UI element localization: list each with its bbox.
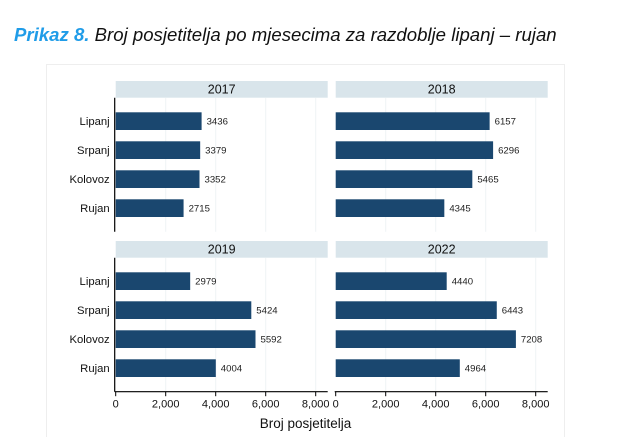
bar [335,301,497,319]
category-label: Lipanj [80,116,110,128]
data-label: 4345 [449,204,470,215]
data-label: 3352 [205,175,226,186]
panel-title: 2018 [428,83,456,97]
x-tick-label: 6,000 [472,399,500,411]
panel-header [335,81,548,98]
data-label: 6443 [502,306,523,317]
panel-2018: 2018 6157 6296 5465 4345 [335,81,548,232]
bar [335,359,460,377]
figure-label: Prikaz 8. [14,24,90,45]
x-tick-label: 4,000 [422,399,450,411]
x-tick-label: 8,000 [522,399,550,411]
data-label: 3436 [207,117,228,128]
bar [115,199,184,217]
bar [115,272,191,290]
bar [335,330,516,348]
panel-title: 2022 [428,243,456,257]
data-label: 4440 [452,277,473,288]
bar [115,170,200,188]
bar [115,141,201,159]
x-tick-label: 0 [113,399,119,411]
x-tick-label: 8,000 [302,399,330,411]
bar [335,170,473,188]
bar [115,359,216,377]
panel-title: 2017 [208,83,236,97]
panel-2017: 2017 3436 Lipanj 3379 Srpanj 3352 Kolovoz 2715 R… [69,81,328,232]
x-tick-label: 2,000 [372,399,400,411]
x-tick-label: 2,000 [152,399,180,411]
data-label: 5465 [477,175,498,186]
data-label: 2979 [195,277,216,288]
data-label: 7208 [521,335,542,346]
x-tick-label: 0 [333,399,339,411]
bar [115,301,252,319]
category-label: Kolovoz [69,334,110,346]
category-label: Rujan [80,203,110,215]
panel-2022: 2022 4440 6443 7208 4964 0 2,000 4,000 6,000 8,00… [333,241,550,411]
title-text: Broj posjetitelja po mjesecima za razdob… [94,24,557,45]
data-label: 5424 [256,306,278,317]
data-label: 6157 [495,117,516,128]
category-label: Lipanj [80,276,110,288]
data-label: 4004 [221,364,243,375]
data-label: 3379 [205,146,226,157]
data-label: 4964 [465,364,487,375]
panel-header [335,241,548,258]
bar [335,272,447,290]
panels: 2017 3436 Lipanj 3379 Srpanj 3352 Kolovoz 2715 R… [69,81,549,411]
data-label: 2715 [189,204,210,215]
panel-2019: 2019 2979 Lipanj 5424 Srpanj 5592 Kolovoz 4004 R… [69,241,329,411]
bar [335,112,490,130]
bar [335,141,494,159]
panel-header [115,241,328,258]
bar [115,330,256,348]
category-label: Srpanj [77,305,110,317]
x-tick-label: 4,000 [202,399,230,411]
x-axis-title: Broj posjetitelja [260,416,352,431]
chart-frame [46,64,565,437]
category-label: Kolovoz [69,174,110,186]
chart-title: Prikaz 8. Broj posjetitelja po mjesecima… [14,24,557,46]
panel-header [115,81,328,98]
bar [335,199,445,217]
x-tick-label: 6,000 [252,399,280,411]
category-label: Rujan [80,363,110,375]
panel-title: 2019 [208,243,236,257]
bar [115,112,202,130]
data-label: 5592 [261,335,282,346]
category-label: Srpanj [77,145,110,157]
data-label: 6296 [498,146,519,157]
